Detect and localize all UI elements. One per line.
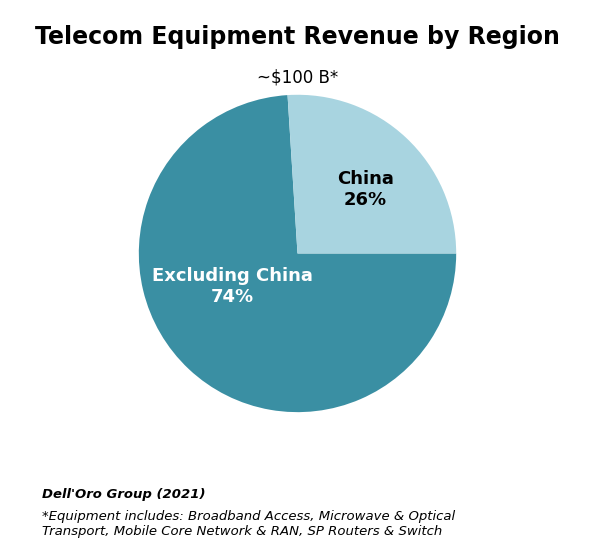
Text: Telecom Equipment Revenue by Region: Telecom Equipment Revenue by Region <box>35 25 560 49</box>
Text: Dell'Oro Group (2021): Dell'Oro Group (2021) <box>42 488 205 501</box>
Wedge shape <box>139 95 456 412</box>
Text: Excluding China
74%: Excluding China 74% <box>152 267 313 306</box>
Text: China
26%: China 26% <box>337 170 394 209</box>
Text: ~$100 B*: ~$100 B* <box>257 69 338 87</box>
Text: *Equipment includes: Broadband Access, Microwave & Optical
Transport, Mobile Cor: *Equipment includes: Broadband Access, M… <box>42 510 455 538</box>
Wedge shape <box>287 95 456 253</box>
